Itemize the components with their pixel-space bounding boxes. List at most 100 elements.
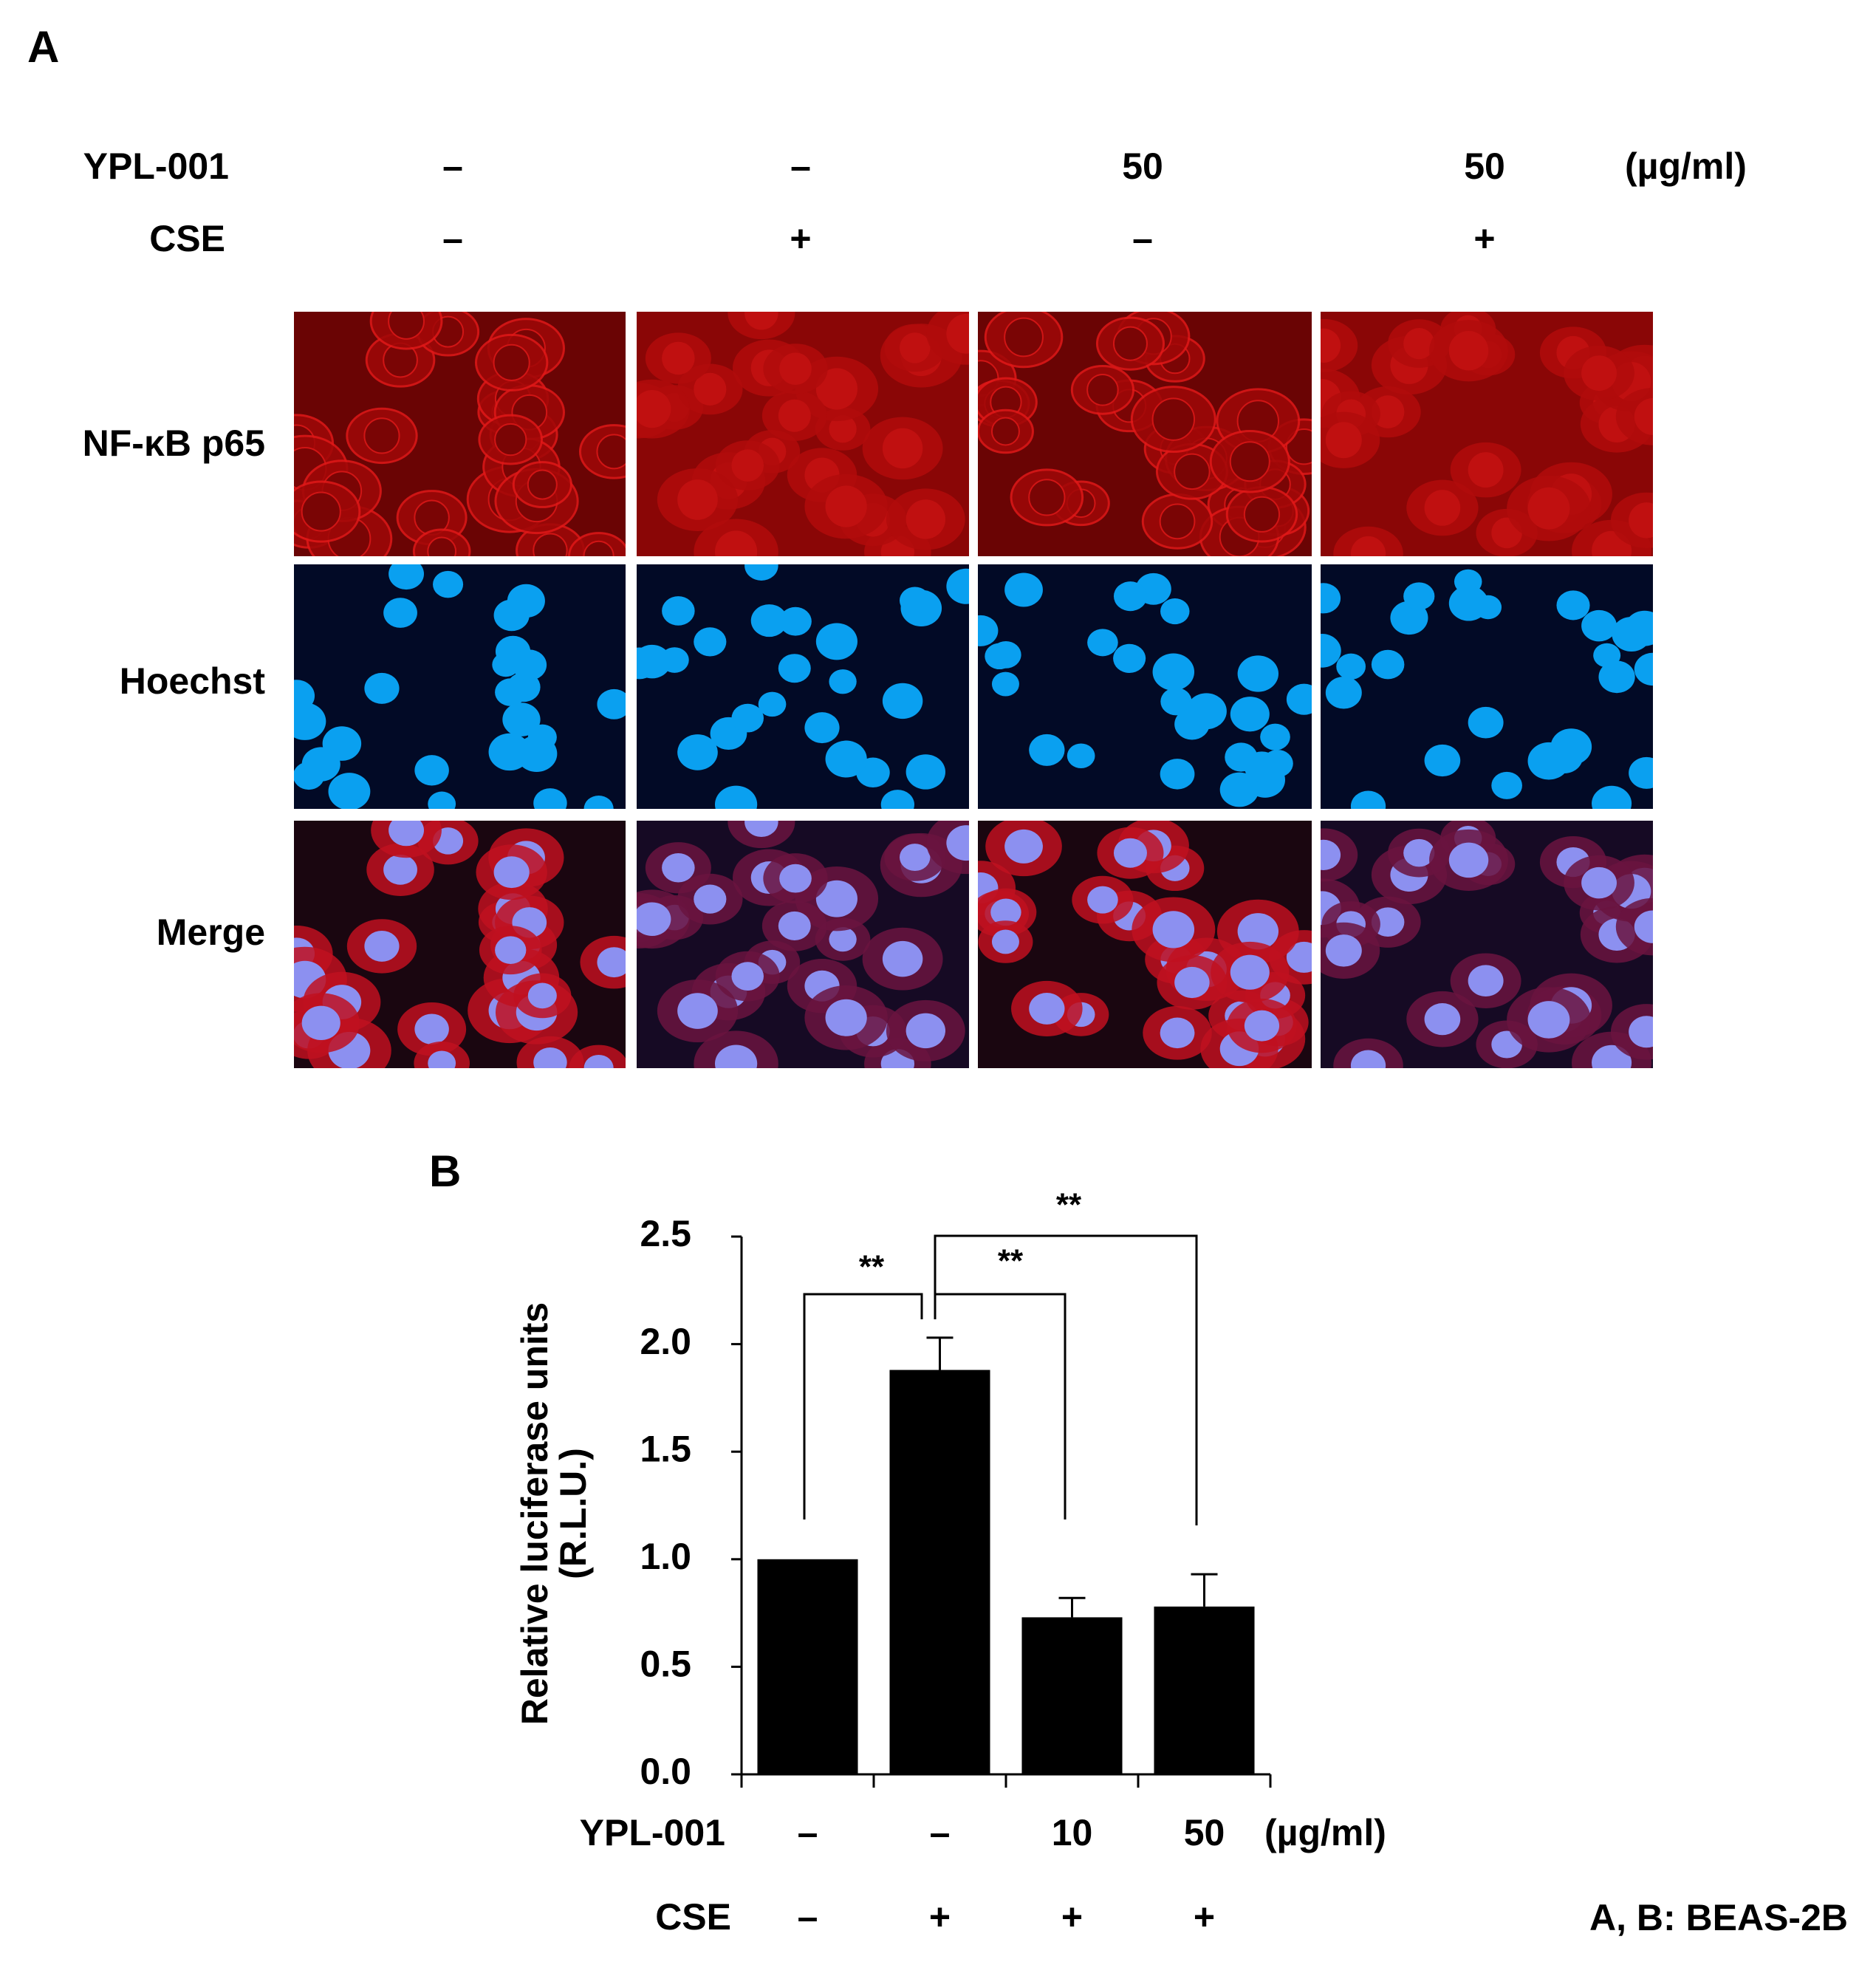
nucleus (1160, 1017, 1195, 1049)
row-label: NF-κB p65 (83, 423, 265, 464)
nucleus (1113, 581, 1147, 612)
nucleus (1350, 536, 1386, 556)
nucleus (1581, 355, 1617, 392)
y-label-line: (R.L.U.) (552, 1448, 594, 1579)
nucleus (731, 962, 764, 991)
nucleus (1152, 911, 1195, 948)
nucleus (1237, 655, 1279, 692)
condition-value: 50 (1122, 146, 1163, 187)
nucleus (1113, 643, 1146, 673)
nucleus (637, 644, 671, 679)
nucleus (882, 428, 923, 469)
nucleus (383, 854, 417, 885)
nucleus (1113, 838, 1147, 868)
nucleus (825, 999, 867, 1036)
nucleus (1527, 742, 1570, 780)
nucleus (1581, 866, 1617, 899)
nucleus (1244, 1010, 1280, 1042)
row-label: Merge (157, 912, 265, 953)
y-tick-label: 1.0 (640, 1536, 691, 1577)
nucleus (495, 678, 527, 706)
nucleus (1067, 743, 1095, 769)
nucleus (815, 880, 857, 917)
nucleus (512, 649, 547, 680)
nucleus (1244, 751, 1280, 783)
nucleus (991, 671, 1019, 697)
nucleus (1174, 708, 1210, 740)
nucleus (778, 654, 811, 683)
bar (757, 1559, 858, 1774)
condition-value: 10 (1052, 1812, 1093, 1853)
nucleus (694, 627, 727, 657)
micrograph (978, 821, 1312, 1068)
nucleus (744, 821, 778, 837)
nucleus (744, 312, 778, 330)
nucleus (1230, 697, 1270, 732)
nucleus (1160, 759, 1195, 790)
y-tick-label: 2.0 (640, 1321, 691, 1362)
nucleus (294, 702, 326, 740)
nucleus (1112, 326, 1148, 361)
nucleus (1286, 941, 1312, 973)
nucleus (1325, 676, 1362, 709)
nucleus (829, 927, 857, 952)
nucleus (1634, 397, 1653, 435)
nucleus (383, 598, 417, 628)
condition-value: + (1194, 1896, 1215, 1938)
nucleus (1371, 649, 1405, 680)
y-axis-title: Relative luciferase units (R.L.U.) (514, 1302, 594, 1725)
nucleus (1321, 839, 1341, 870)
nucleus (1004, 572, 1043, 607)
micrograph (294, 564, 626, 809)
nucleus (1448, 585, 1489, 621)
micrograph (1321, 312, 1653, 556)
nucleus (583, 795, 614, 809)
nucleus (899, 844, 931, 871)
nucleus (388, 312, 425, 340)
nucleus (778, 911, 811, 940)
condition-value: + (1473, 218, 1495, 259)
nucleus (815, 368, 857, 410)
nucleus (694, 372, 727, 406)
nucleus (1403, 327, 1435, 360)
nucleus (533, 533, 568, 556)
micrograph (637, 821, 969, 1068)
nucleus (1424, 744, 1461, 777)
nucleus (1612, 617, 1651, 652)
nucleus (1260, 723, 1290, 751)
nucleus (779, 352, 812, 386)
bar (1154, 1606, 1255, 1774)
micrograph-bg (294, 564, 626, 809)
condition-label: CSE (149, 218, 225, 259)
nucleus (597, 688, 626, 719)
bar (889, 1370, 990, 1774)
nucleus (1159, 503, 1196, 540)
row-label: Hoechst (120, 660, 266, 702)
nucleus (829, 415, 857, 443)
nucleus (779, 606, 812, 636)
condition-value: – (798, 1896, 818, 1938)
nucleus (825, 485, 867, 527)
nucleus (597, 947, 626, 978)
condition-value: 50 (1464, 146, 1505, 187)
nucleus (1321, 634, 1341, 668)
significance-bracket (934, 1234, 1198, 1525)
micrograph (637, 312, 969, 556)
y-tick-label: 2.5 (640, 1213, 691, 1254)
condition-value: + (1061, 1896, 1083, 1938)
nucleus (1491, 771, 1522, 799)
nucleus (428, 791, 456, 809)
condition-label: YPL-001 (580, 1812, 725, 1853)
nucleus (493, 599, 530, 632)
condition-value: – (442, 146, 463, 187)
significance-label: ** (1056, 1187, 1082, 1223)
nucleus (1321, 328, 1341, 363)
nucleus (428, 1050, 456, 1068)
nucleus (1086, 374, 1119, 406)
nucleus (363, 417, 400, 454)
nucleus (1321, 583, 1341, 614)
condition-value: – (1132, 218, 1153, 259)
nucleus (583, 540, 615, 556)
unit-label: (µg/ml) (1625, 146, 1747, 187)
nucleus (946, 825, 969, 861)
